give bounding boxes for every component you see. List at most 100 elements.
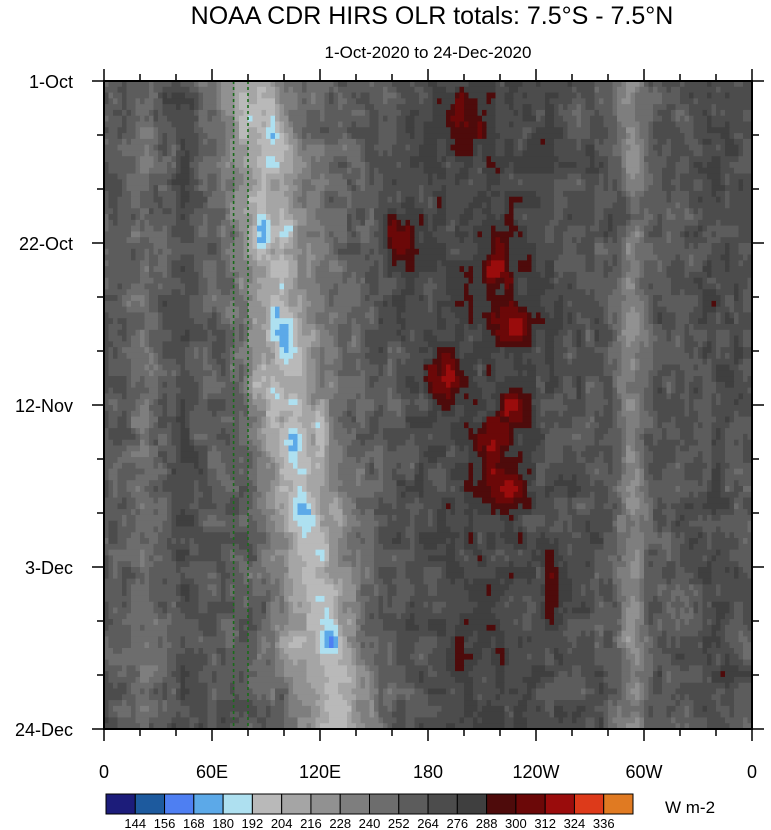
olr-cell bbox=[599, 173, 605, 180]
olr-cell bbox=[239, 376, 245, 383]
olr-cell bbox=[545, 329, 560, 337]
olr-cell bbox=[306, 364, 317, 371]
olr-cell bbox=[743, 451, 752, 458]
olr-cell bbox=[495, 532, 501, 539]
olr-cell bbox=[122, 393, 128, 400]
olr-cell bbox=[500, 81, 506, 88]
olr-cell bbox=[212, 329, 227, 337]
olr-cell bbox=[428, 225, 434, 233]
olr-cell bbox=[329, 289, 339, 296]
olr-cell bbox=[131, 214, 137, 221]
olr-cell bbox=[288, 196, 294, 204]
olr-cell bbox=[333, 237, 339, 244]
olr-cell bbox=[225, 109, 236, 117]
olr-cell bbox=[270, 514, 285, 522]
olr-cell bbox=[693, 457, 704, 464]
olr-cell bbox=[621, 300, 645, 308]
olr-cell bbox=[414, 231, 420, 238]
olr-cell bbox=[689, 167, 699, 175]
olr-cell bbox=[104, 208, 114, 215]
olr-cell bbox=[365, 370, 380, 377]
olr-cell bbox=[230, 474, 249, 481]
olr-cell bbox=[374, 318, 380, 325]
olr-cell bbox=[473, 214, 488, 221]
olr-cell bbox=[621, 271, 627, 279]
olr-cell bbox=[464, 300, 470, 308]
olr-cell bbox=[396, 370, 425, 377]
olr-cell bbox=[306, 196, 321, 204]
olr-cell bbox=[441, 410, 456, 418]
olr-cell bbox=[396, 445, 420, 452]
olr-cell bbox=[626, 81, 641, 88]
olr-cell bbox=[486, 109, 497, 117]
olr-cell bbox=[459, 219, 470, 227]
olr-cell bbox=[185, 329, 191, 337]
olr-cell bbox=[338, 312, 348, 319]
olr-cell bbox=[455, 109, 465, 117]
olr-cell bbox=[432, 358, 443, 366]
olr-cell bbox=[693, 162, 704, 169]
olr-cell bbox=[608, 347, 623, 354]
olr-cell bbox=[248, 399, 254, 406]
olr-cell bbox=[131, 422, 150, 429]
olr-cell bbox=[144, 364, 150, 371]
olr-cell bbox=[288, 185, 299, 192]
olr-cell bbox=[203, 491, 213, 499]
olr-cell bbox=[329, 196, 335, 204]
olr-cell bbox=[495, 543, 515, 551]
olr-cell bbox=[239, 514, 249, 522]
olr-cell bbox=[261, 352, 267, 360]
olr-cell bbox=[284, 520, 290, 528]
olr-cell bbox=[140, 428, 146, 435]
olr-cell bbox=[207, 243, 218, 250]
olr-cell bbox=[729, 202, 752, 209]
olr-cell bbox=[333, 231, 348, 238]
olr-cell bbox=[626, 416, 641, 423]
olr-cell bbox=[221, 81, 236, 88]
olr-cell bbox=[144, 225, 155, 233]
olr-cell bbox=[495, 109, 515, 117]
olr-cell bbox=[149, 358, 155, 366]
olr-cell bbox=[657, 526, 663, 533]
olr-cell bbox=[626, 248, 632, 256]
olr-cell bbox=[140, 196, 155, 204]
olr-cell bbox=[666, 138, 672, 146]
olr-cell bbox=[329, 295, 335, 302]
olr-cell bbox=[180, 364, 186, 371]
olr-cell bbox=[104, 150, 123, 157]
olr-cell bbox=[464, 92, 470, 99]
olr-cell bbox=[203, 381, 227, 389]
olr-cell bbox=[711, 190, 717, 198]
olr-cell bbox=[311, 243, 330, 250]
olr-cell bbox=[648, 468, 663, 476]
olr-cell bbox=[693, 179, 704, 186]
olr-cell bbox=[158, 445, 177, 452]
olr-cell bbox=[140, 509, 155, 516]
olr-cell bbox=[356, 393, 362, 400]
olr-cell bbox=[230, 497, 240, 504]
olr-cell bbox=[585, 150, 596, 157]
olr-cell bbox=[644, 225, 654, 233]
olr-cell bbox=[140, 115, 146, 123]
olr-cell bbox=[347, 277, 357, 285]
olr-cell bbox=[653, 144, 663, 152]
olr-cell bbox=[716, 370, 735, 377]
olr-cell bbox=[639, 514, 645, 522]
olr-cell bbox=[680, 393, 690, 400]
olr-cell bbox=[549, 219, 560, 227]
olr-cell bbox=[693, 277, 704, 285]
olr-cell bbox=[207, 277, 218, 285]
olr-cell bbox=[180, 162, 191, 169]
olr-cell bbox=[401, 329, 411, 337]
olr-cell bbox=[590, 480, 596, 487]
olr-cell bbox=[419, 532, 461, 539]
olr-cell bbox=[630, 491, 636, 499]
olr-cell bbox=[473, 491, 492, 499]
olr-cell bbox=[365, 104, 375, 111]
olr-cell bbox=[653, 104, 668, 111]
olr-cell bbox=[144, 439, 150, 447]
olr-cell bbox=[347, 214, 353, 221]
olr-cell bbox=[410, 335, 416, 342]
olr-cell bbox=[257, 393, 263, 400]
olr-cell bbox=[149, 352, 155, 360]
